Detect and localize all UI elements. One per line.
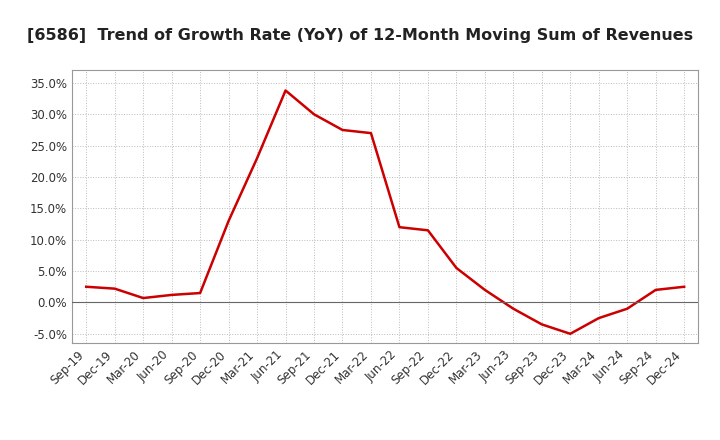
Text: [6586]  Trend of Growth Rate (YoY) of 12-Month Moving Sum of Revenues: [6586] Trend of Growth Rate (YoY) of 12-…: [27, 28, 693, 43]
